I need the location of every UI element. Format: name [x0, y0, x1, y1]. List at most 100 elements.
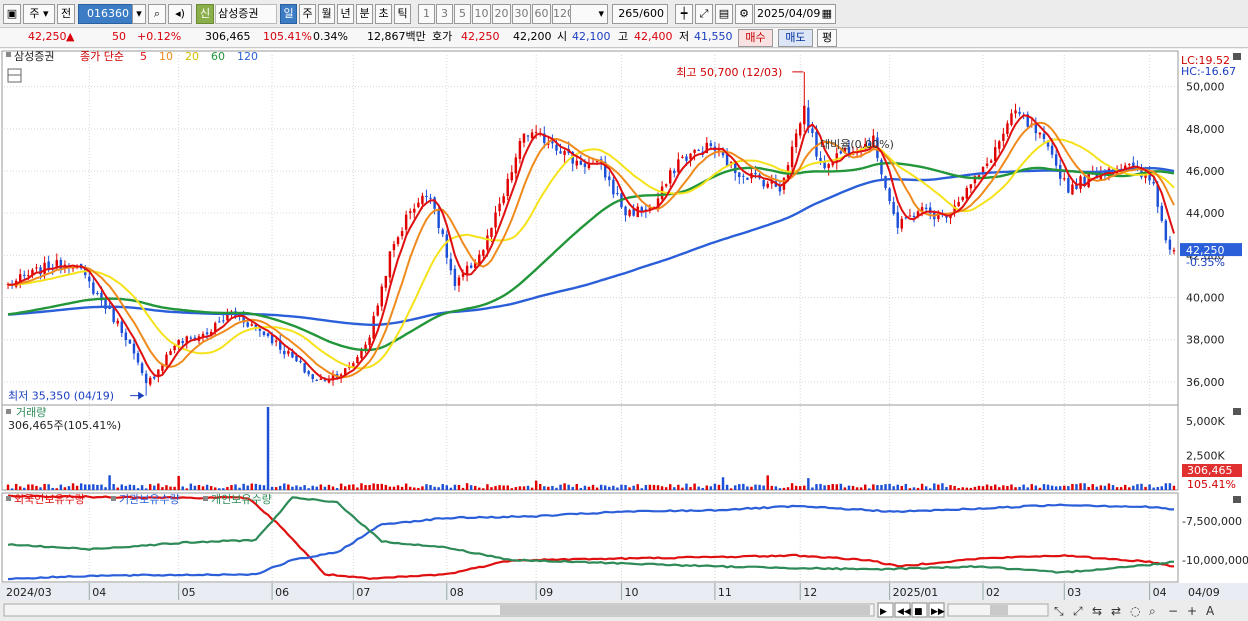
count-field[interactable]: 265/600	[612, 4, 668, 24]
legend-handle-icon[interactable]	[203, 496, 208, 501]
scrollbar-thumb[interactable]	[500, 605, 870, 615]
date-field[interactable]: 2025/04/09 ▦	[754, 4, 836, 24]
volume-bar	[376, 484, 379, 490]
volume-bar	[132, 485, 136, 490]
holding-line-0	[7, 494, 1175, 581]
candle	[673, 170, 676, 174]
volume-bar	[404, 483, 408, 490]
chart-background	[0, 49, 1248, 621]
candle	[311, 374, 314, 379]
candle	[928, 207, 932, 214]
panel-handle-icon[interactable]	[6, 409, 11, 414]
legend-handle-icon[interactable]	[6, 496, 11, 501]
number-button-5[interactable]: 5	[454, 4, 471, 24]
nav-button-0[interactable]	[877, 602, 894, 618]
candle	[161, 365, 164, 371]
nav-button-3[interactable]	[928, 602, 945, 618]
candle	[299, 360, 302, 363]
number-button-1[interactable]: 1	[418, 4, 435, 24]
legend-handle-icon[interactable]	[111, 496, 116, 501]
volume-bar	[815, 484, 818, 490]
tool-icon-6[interactable]: −	[1168, 604, 1178, 618]
volume-bar	[453, 484, 457, 490]
tool-icon-1[interactable]: ⤢	[1072, 604, 1083, 618]
bottom-toolbar: ▶ ◀◀ ■ ▶▶ ⤡ ⤢ ⇆ ⇄ ◌ ⌕ − + A	[0, 600, 1248, 621]
type-select[interactable]: 주 ▾	[23, 4, 55, 24]
panel-close-icon[interactable]	[1233, 408, 1241, 415]
zoom-thumb[interactable]	[990, 605, 1008, 615]
volume-bar	[547, 486, 550, 490]
number-button-10[interactable]: 10	[472, 4, 491, 24]
number-button-60[interactable]: 60	[532, 4, 551, 24]
tool-icon-8[interactable]: A	[1206, 604, 1215, 618]
jeon-button[interactable]: 전	[57, 4, 75, 24]
period-button-0[interactable]: 일	[280, 4, 297, 24]
candle	[1148, 172, 1151, 181]
tool-icon-4[interactable]: ◌	[1130, 604, 1140, 618]
panel-handle-icon[interactable]	[6, 52, 11, 57]
blank-select[interactable]: ▾	[570, 4, 608, 24]
candle	[315, 379, 319, 381]
sell-button[interactable]: 매도	[778, 29, 813, 47]
volume-bar	[1022, 484, 1025, 490]
panel-close-icon[interactable]	[1233, 53, 1241, 60]
period-button-2[interactable]: 월	[318, 4, 335, 24]
window-icon[interactable]: ▣	[3, 4, 21, 24]
candle	[733, 161, 737, 174]
volume-bar	[888, 483, 891, 490]
volume-bar	[449, 487, 453, 490]
candle	[201, 334, 205, 337]
period-button-4[interactable]: 분	[356, 4, 373, 24]
candle-icon[interactable]: ┿	[675, 4, 693, 24]
candle	[815, 132, 818, 157]
number-button-3[interactable]: 3	[436, 4, 453, 24]
volume-bar	[1091, 484, 1094, 490]
candle	[1172, 250, 1176, 252]
period-button-3[interactable]: 년	[337, 4, 354, 24]
tool-icon-5[interactable]: ⌕	[1149, 604, 1156, 618]
tool-icon-2[interactable]: ⇆	[1092, 604, 1102, 618]
volume-bar	[998, 487, 1001, 490]
candle	[1038, 132, 1042, 135]
avg-button[interactable]: 평	[817, 29, 837, 47]
draw-tool-icon[interactable]: ⤢	[695, 4, 713, 24]
holding-line-1	[7, 503, 1174, 581]
candle	[100, 292, 103, 301]
candle	[1083, 176, 1086, 186]
buy-button[interactable]: 매수	[738, 29, 773, 47]
volume-bar	[969, 487, 973, 490]
nav-button-1[interactable]	[894, 602, 911, 618]
volume-bar	[445, 485, 449, 490]
volume-current-tag	[1182, 464, 1242, 477]
candle	[283, 350, 286, 355]
tool-icon-7[interactable]: +	[1187, 604, 1197, 618]
candle	[128, 339, 132, 344]
save-icon[interactable]: ▤	[715, 4, 733, 24]
speaker-icon[interactable]: ◂)	[168, 4, 192, 24]
candle	[884, 176, 887, 189]
period-button-1[interactable]: 주	[299, 4, 316, 24]
period-button-6[interactable]: 틱	[394, 4, 411, 24]
stock-code-input[interactable]: 016360	[78, 4, 138, 24]
search-icon[interactable]: ⌕	[148, 4, 166, 24]
nav-button-2[interactable]	[911, 602, 928, 618]
number-button-120[interactable]: 120	[552, 4, 574, 24]
volume-bar	[1014, 487, 1017, 490]
volume-bar	[1111, 485, 1115, 490]
period-button-5[interactable]: 초	[375, 4, 392, 24]
panel-close-icon[interactable]	[1233, 496, 1241, 503]
tool-icon-0[interactable]: ⤡	[1054, 604, 1064, 618]
number-button-20[interactable]: 20	[492, 4, 511, 24]
number-button-30[interactable]: 30	[512, 4, 531, 24]
volume-bar	[1164, 483, 1168, 490]
chevron-down-icon[interactable]: ▾	[132, 4, 146, 24]
candle	[1026, 114, 1029, 127]
credit-badge[interactable]: 신	[196, 4, 214, 24]
candle	[677, 159, 680, 173]
x-tick-label: 04	[1153, 586, 1167, 599]
tool-icon-3[interactable]: ⇄	[1111, 604, 1121, 618]
volume-bar	[904, 483, 908, 490]
volume-bar	[989, 486, 993, 490]
volume-bar	[908, 488, 912, 490]
gear-icon[interactable]: ⚙	[735, 4, 753, 24]
